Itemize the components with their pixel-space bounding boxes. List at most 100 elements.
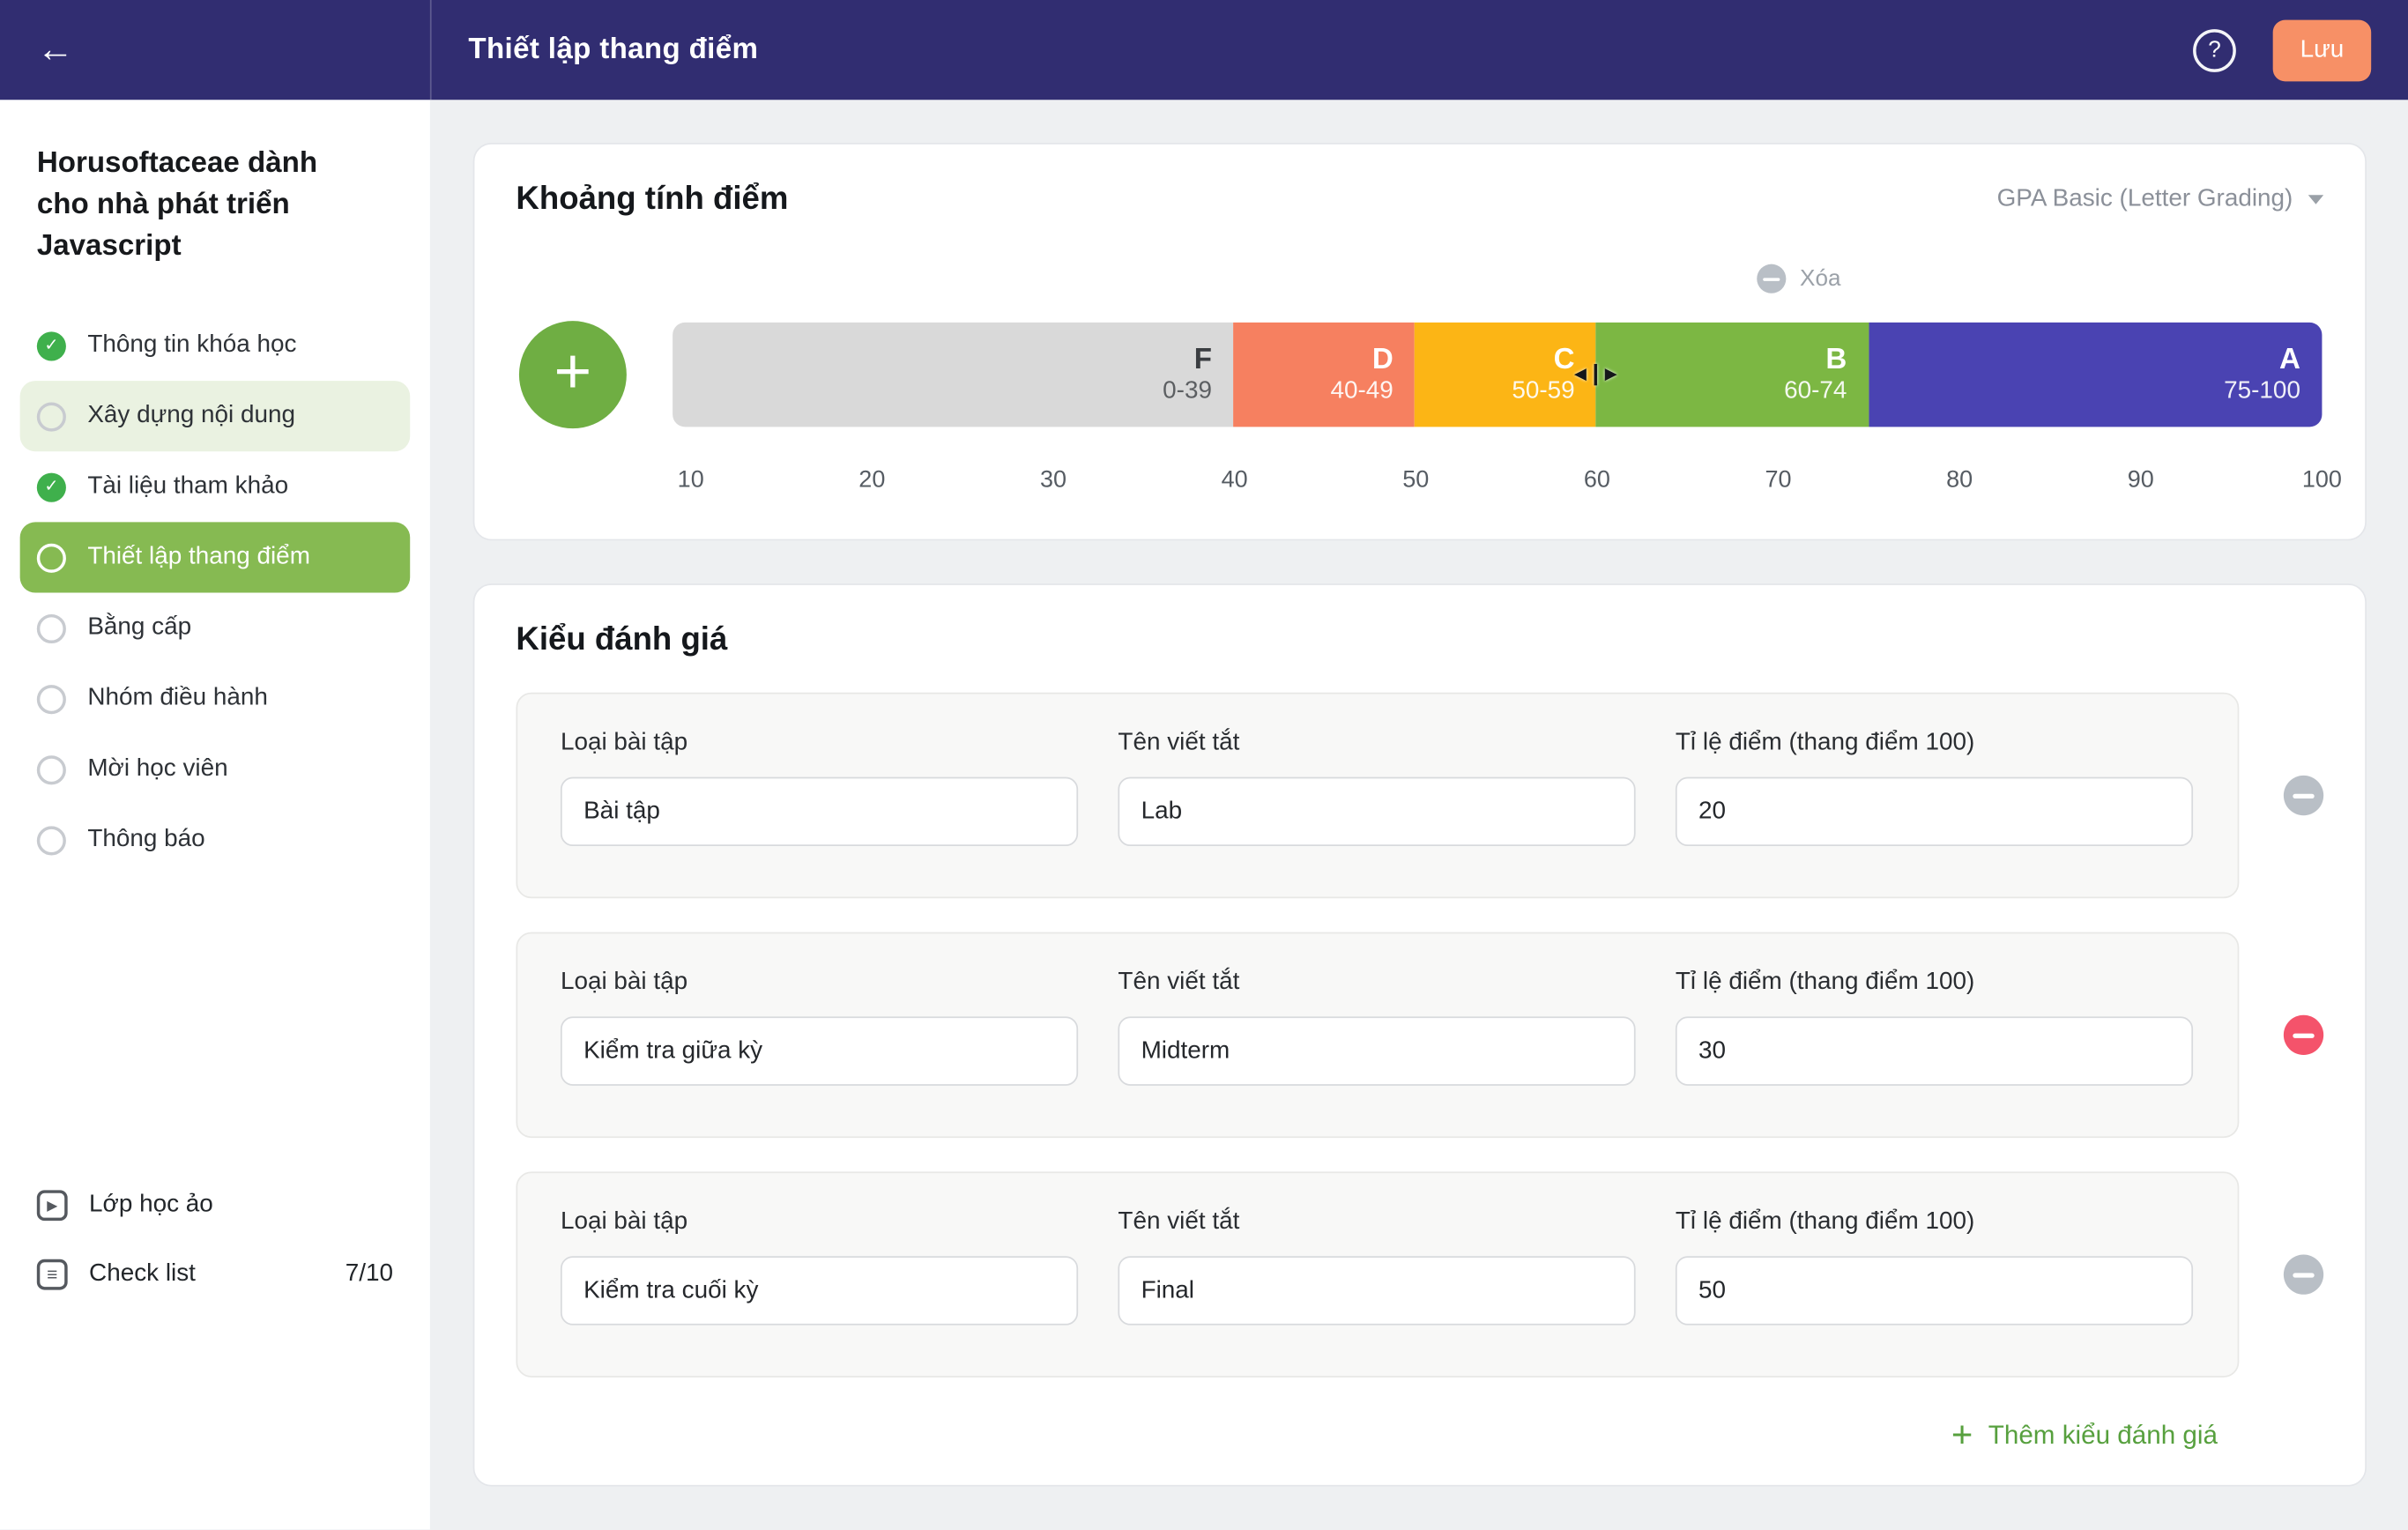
axis-tick: 30 bbox=[1039, 466, 1067, 494]
axis-tick: 90 bbox=[2127, 466, 2154, 494]
assessment-row: Loại bài tập Tên viết tắt Tỉ lệ điểm (th… bbox=[516, 692, 2324, 899]
axis-tick: 60 bbox=[1583, 466, 1610, 494]
virtual-classroom-label: Lớp học ảo bbox=[89, 1192, 213, 1218]
circle-icon bbox=[36, 825, 66, 855]
grade-range-header: Khoảng tính điểm GPA Basic (Letter Gradi… bbox=[474, 145, 2365, 219]
axis-tick: 40 bbox=[1221, 466, 1248, 494]
axis-tick: 70 bbox=[1765, 466, 1792, 494]
assessment-row-card: Loại bài tập Tên viết tắt Tỉ lệ điểm (th… bbox=[516, 692, 2240, 899]
remove-row-button[interactable] bbox=[2283, 1254, 2324, 1295]
circle-icon bbox=[36, 401, 66, 431]
play-icon: ▶ bbox=[36, 1190, 68, 1222]
assessment-rows: Loại bài tập Tên viết tắt Tỉ lệ điểm (th… bbox=[474, 658, 2365, 1378]
score-ratio-field: Tỉ lệ điểm (thang điểm 100) bbox=[1675, 964, 2194, 1105]
axis-tick: 100 bbox=[2301, 466, 2342, 494]
circle-icon bbox=[36, 613, 66, 643]
circle-icon bbox=[36, 542, 66, 573]
grade-range-values: 0-39 bbox=[1163, 377, 1212, 405]
grading-preset-dropdown[interactable]: GPA Basic (Letter Grading) bbox=[1997, 186, 2324, 213]
sidebar-item-label: Thông báo bbox=[87, 826, 205, 853]
checklist-label: Check list bbox=[89, 1260, 196, 1288]
assignment-type-field: Loại bài tập bbox=[560, 1204, 1079, 1345]
axis-tick: 20 bbox=[858, 466, 886, 494]
grade-segment[interactable]: A 75-100 bbox=[1868, 322, 2323, 427]
sidebar-item-build-content[interactable]: Xây dựng nội dung bbox=[19, 381, 411, 452]
virtual-classroom-link[interactable]: ▶ Lớp học ảo bbox=[36, 1170, 393, 1241]
sidebar-item-grade-scale[interactable]: Thiết lập thang điểm bbox=[19, 522, 411, 593]
sidebar-item-references[interactable]: ✓ Tài liệu tham khảo bbox=[20, 451, 411, 522]
grade-segment[interactable]: C 50-59 bbox=[1415, 322, 1597, 427]
abbreviation-input[interactable] bbox=[1118, 1256, 1636, 1326]
abbreviation-label: Tên viết tắt bbox=[1118, 1208, 1240, 1235]
header-divider bbox=[429, 0, 432, 100]
header-actions: ? Lưu bbox=[2193, 19, 2372, 81]
assessment-types-card: Kiểu đánh giá Loại bài tập Tên viết tắt bbox=[472, 583, 2367, 1487]
sidebar-item-certificates[interactable]: Bằng cấp bbox=[20, 593, 411, 664]
assignment-type-field: Loại bài tập bbox=[560, 964, 1079, 1105]
axis-tick: 80 bbox=[1946, 466, 1973, 494]
checklist-progress: 7/10 bbox=[345, 1260, 394, 1288]
add-range-button[interactable]: + bbox=[518, 321, 627, 429]
plus-icon: + bbox=[554, 334, 592, 407]
grade-axis: 10 20 30 40 50 60 70 80 90 100 bbox=[673, 466, 2342, 494]
help-icon[interactable]: ? bbox=[2193, 28, 2236, 72]
grade-letter: B bbox=[1825, 344, 1847, 376]
sidebar-item-label: Thông tin khóa học bbox=[87, 331, 297, 358]
assessment-row-card: Loại bài tập Tên viết tắt Tỉ lệ điểm (th… bbox=[516, 932, 2240, 1139]
grade-range-values: 50-59 bbox=[1512, 377, 1575, 405]
delete-range-button[interactable]: Xóa bbox=[1757, 264, 1841, 293]
sidebar-item-label: Xây dựng nội dung bbox=[87, 402, 295, 429]
grade-segment[interactable]: D 40-49 bbox=[1233, 322, 1416, 427]
grade-range-values: 40-49 bbox=[1330, 377, 1394, 405]
add-assessment-type-button[interactable]: + Thêm kiểu đánh giá bbox=[474, 1416, 2218, 1454]
main-content: Khoảng tính điểm GPA Basic (Letter Gradi… bbox=[430, 100, 2408, 1529]
grade-range-values: 60-74 bbox=[1784, 377, 1847, 405]
assignment-type-input[interactable] bbox=[560, 776, 1079, 847]
page-title: Thiết lập thang điểm bbox=[468, 33, 759, 66]
assignment-type-input[interactable] bbox=[560, 1256, 1079, 1326]
remove-row-button[interactable] bbox=[2283, 775, 2324, 816]
sidebar-nav: ✓ Thông tin khóa học Xây dựng nội dung ✓… bbox=[19, 310, 411, 875]
score-ratio-input[interactable] bbox=[1675, 776, 2194, 847]
score-ratio-label: Tỉ lệ điểm (thang điểm 100) bbox=[1675, 1208, 1975, 1235]
abbreviation-input[interactable] bbox=[1118, 776, 1636, 847]
sidebar-item-course-info[interactable]: ✓ Thông tin khóa học bbox=[20, 310, 411, 381]
grade-range-card: Khoảng tính điểm GPA Basic (Letter Gradi… bbox=[472, 143, 2367, 541]
save-button[interactable]: Lưu bbox=[2272, 19, 2372, 81]
assignment-type-label: Loại bài tập bbox=[560, 969, 688, 996]
checklist-link[interactable]: ≡ Check list 7/10 bbox=[36, 1239, 394, 1310]
checklist-icon: ≡ bbox=[36, 1259, 68, 1290]
grade-segment[interactable]: F 0-39 bbox=[673, 322, 1234, 427]
score-ratio-input[interactable] bbox=[1675, 1256, 2194, 1326]
minus-circle-icon bbox=[1757, 264, 1787, 293]
axis-tick: 50 bbox=[1402, 466, 1430, 494]
sidebar-item-admin-group[interactable]: Nhóm điều hành bbox=[20, 664, 411, 734]
assignment-type-field: Loại bài tập bbox=[560, 724, 1079, 865]
sidebar-item-invite-students[interactable]: Mời học viên bbox=[20, 734, 411, 805]
grading-preset-value: GPA Basic (Letter Grading) bbox=[1996, 185, 2293, 212]
back-arrow-icon[interactable]: ← bbox=[36, 28, 74, 71]
score-ratio-input[interactable] bbox=[1675, 1016, 2194, 1086]
course-title: Horusoftaceae dành cho nhà phát triển Ja… bbox=[36, 147, 318, 263]
delete-range-label: Xóa bbox=[1800, 265, 1841, 293]
assessment-row: Loại bài tập Tên viết tắt Tỉ lệ điểm (th… bbox=[516, 1171, 2324, 1378]
assignment-type-label: Loại bài tập bbox=[560, 729, 688, 756]
abbreviation-field: Tên viết tắt bbox=[1118, 964, 1636, 1105]
sidebar-item-label: Tài liệu tham khảo bbox=[87, 472, 289, 500]
grade-segment[interactable]: B 60-74 bbox=[1596, 322, 1869, 427]
remove-row-button[interactable] bbox=[2283, 1014, 2324, 1055]
abbreviation-field: Tên viết tắt bbox=[1118, 1204, 1636, 1345]
circle-icon bbox=[36, 754, 66, 784]
abbreviation-input[interactable] bbox=[1118, 1016, 1636, 1086]
assessment-row: Loại bài tập Tên viết tắt Tỉ lệ điểm (th… bbox=[516, 932, 2324, 1139]
axis-tick: 10 bbox=[677, 466, 704, 494]
sidebar-item-notifications[interactable]: Thông báo bbox=[20, 805, 411, 875]
grade-letter: F bbox=[1193, 344, 1212, 376]
score-ratio-field: Tỉ lệ điểm (thang điểm 100) bbox=[1675, 724, 2194, 865]
sidebar-item-label: Nhóm điều hành bbox=[87, 685, 268, 711]
assignment-type-input[interactable] bbox=[560, 1016, 1079, 1086]
score-ratio-field: Tỉ lệ điểm (thang điểm 100) bbox=[1675, 1204, 2194, 1345]
sidebar-item-label: Bằng cấp bbox=[87, 613, 192, 641]
abbreviation-field: Tên viết tắt bbox=[1118, 724, 1636, 865]
